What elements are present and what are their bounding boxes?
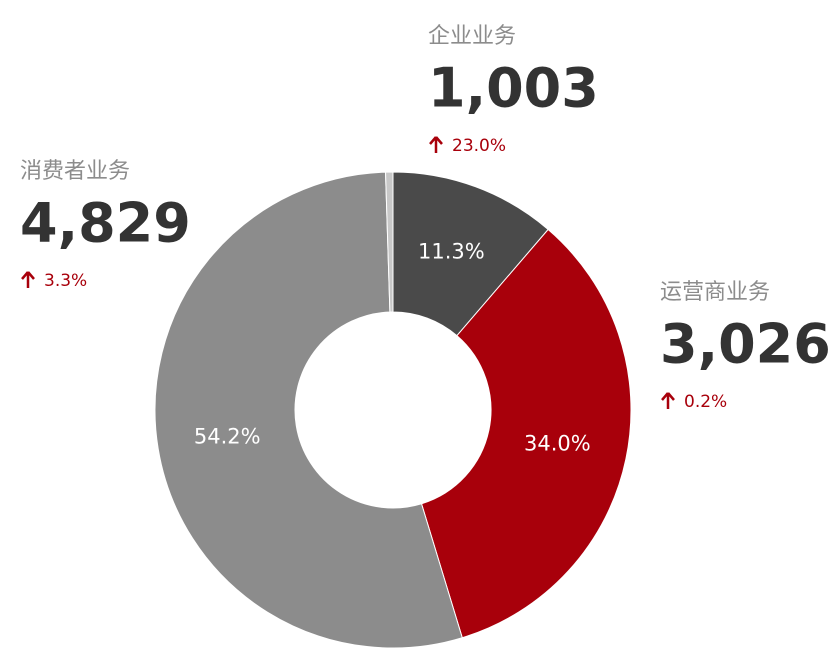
segment-change: 3.3%: [44, 271, 87, 291]
segment-name: 企业业务: [428, 24, 516, 49]
slice: [154, 171, 463, 649]
slice-label: 34.0%: [524, 432, 591, 456]
slice: [392, 171, 549, 337]
slice: [420, 228, 632, 639]
segment-amount: 1,003: [428, 57, 599, 120]
segment-change: 23.0%: [452, 136, 506, 156]
segment-name: 消费者业务: [20, 159, 130, 184]
up-arrow: [661, 392, 675, 409]
slice-label: 11.3%: [418, 239, 485, 263]
segment-change: 0.2%: [684, 392, 727, 412]
up-arrow: [21, 271, 35, 288]
segment-amount: 4,829: [20, 192, 191, 255]
slice: [385, 171, 394, 313]
segment-amount: 3,026: [660, 313, 831, 376]
slice-label: 54.2%: [194, 424, 261, 448]
segment-name: 运营商业务: [660, 280, 770, 305]
up-arrow: [429, 136, 443, 153]
